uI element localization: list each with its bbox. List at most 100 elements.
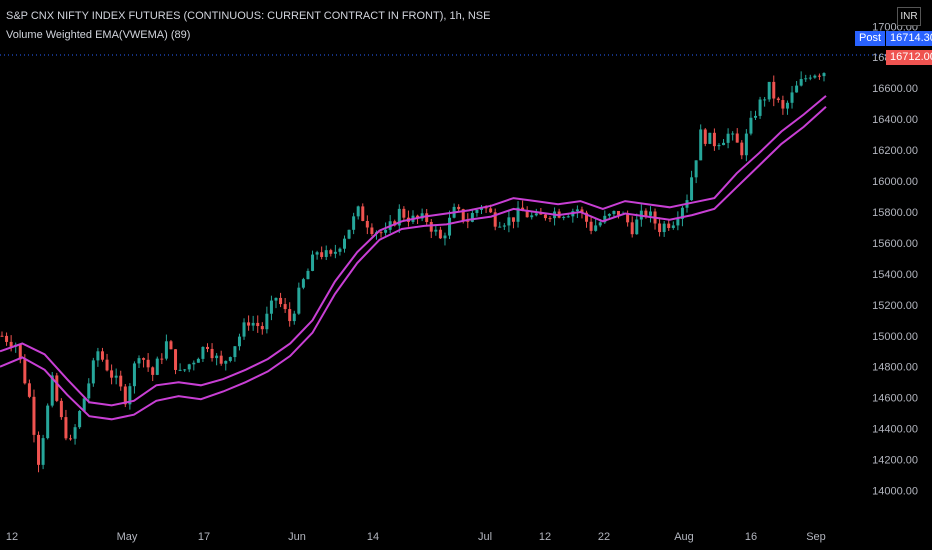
x-tick-label: 17	[198, 531, 210, 543]
y-tick-label: 14200.00	[872, 455, 918, 467]
candle-body	[525, 211, 529, 218]
candle-body	[37, 434, 41, 465]
vwema-value-tag: 16712.00	[886, 50, 932, 65]
candle-body	[265, 313, 269, 330]
candle-body	[219, 355, 223, 364]
candle-body	[96, 351, 100, 361]
y-tick-label: 15400.00	[872, 269, 918, 281]
candle-body	[5, 335, 9, 342]
candle-body	[251, 322, 255, 326]
y-tick-label: 15600.00	[872, 238, 918, 250]
candle-body	[722, 142, 726, 146]
candle-body	[676, 218, 680, 226]
candle-body	[740, 142, 744, 156]
candle-body	[543, 214, 547, 219]
candle-body	[598, 222, 602, 226]
last-price-tag: 16714.30	[886, 31, 932, 46]
candle-body	[155, 358, 159, 375]
candle-body	[671, 225, 675, 228]
candle-body	[712, 132, 716, 147]
candle-body	[804, 78, 808, 80]
candle-body	[91, 360, 95, 384]
candle-body	[269, 300, 273, 314]
currency-button[interactable]: INR	[897, 7, 921, 26]
y-tick-label: 14800.00	[872, 362, 918, 374]
candle-body	[9, 341, 13, 347]
candle-body	[370, 227, 374, 235]
candle-body	[201, 346, 205, 359]
candle-body	[242, 322, 246, 337]
candle-body	[164, 341, 168, 359]
indicator-label[interactable]: Volume Weighted EMA(VWEMA) (89)	[6, 29, 191, 41]
candle-body	[534, 213, 538, 216]
candle-body	[315, 252, 319, 255]
candle-body	[192, 362, 196, 365]
candle-body	[123, 386, 127, 405]
y-tick-label: 14400.00	[872, 424, 918, 436]
candle-body	[603, 215, 607, 223]
candle-body	[516, 207, 520, 222]
y-tick-label: 14600.00	[872, 393, 918, 405]
candle-body	[73, 427, 77, 439]
candle-body	[228, 357, 232, 361]
candle-body	[457, 206, 461, 210]
x-tick-label: 12	[539, 531, 551, 543]
candle-body	[648, 211, 652, 216]
candle-body	[0, 335, 4, 337]
candle-body	[32, 396, 36, 435]
candle-body	[731, 133, 735, 135]
candle-body	[55, 375, 59, 401]
candle-body	[758, 99, 762, 116]
candle-body	[781, 100, 785, 109]
candle-body	[100, 351, 104, 360]
y-tick-label: 15200.00	[872, 300, 918, 312]
candle-body	[247, 322, 251, 326]
candle-body	[425, 213, 429, 223]
candle-body	[817, 75, 821, 77]
candle-body	[667, 223, 671, 228]
candle-body	[59, 400, 63, 418]
candle-body	[726, 133, 730, 143]
candle-body	[776, 98, 780, 101]
candle-body	[169, 341, 173, 350]
candle-body	[132, 363, 136, 387]
candle-body	[402, 208, 406, 218]
candle-body	[630, 222, 634, 235]
candle-body	[64, 417, 68, 439]
time-axis[interactable]: 12 May 17 Jun 14 Jul 12 22 Aug 16 Sep	[6, 531, 826, 543]
x-tick-label: 12	[6, 531, 18, 543]
candle-body	[78, 411, 82, 428]
candle-body	[461, 209, 465, 221]
candle-body	[589, 221, 593, 231]
x-tick-label: 14	[367, 531, 379, 543]
candle-body	[183, 369, 187, 371]
candle-body	[142, 358, 146, 360]
candle-body	[50, 375, 54, 406]
x-tick-label: 22	[598, 531, 610, 543]
candle-body	[301, 279, 305, 288]
candle-body	[690, 177, 694, 201]
price-axis[interactable]: 17000.0016800.0016600.0016400.0016200.00…	[872, 21, 918, 497]
x-tick-label: Jul	[478, 531, 492, 543]
candle-body	[18, 344, 22, 360]
candle-body	[548, 218, 552, 220]
candle-body	[680, 207, 684, 219]
candle-body	[585, 212, 589, 222]
x-tick-label: Sep	[806, 531, 826, 543]
candle-body	[356, 206, 360, 217]
candle-body	[311, 254, 315, 271]
candle-body	[703, 129, 707, 144]
candle-body	[233, 346, 237, 358]
candle-body	[352, 216, 356, 230]
plot-area[interactable]	[0, 71, 827, 473]
candle-body	[384, 229, 388, 233]
candle-body	[137, 358, 141, 364]
candle-body	[644, 210, 648, 216]
candle-body	[612, 210, 616, 214]
candle-body	[338, 248, 342, 252]
candle-body	[119, 375, 123, 387]
candle-body	[795, 85, 799, 93]
candle-body	[434, 229, 438, 232]
candle-body	[594, 225, 598, 231]
